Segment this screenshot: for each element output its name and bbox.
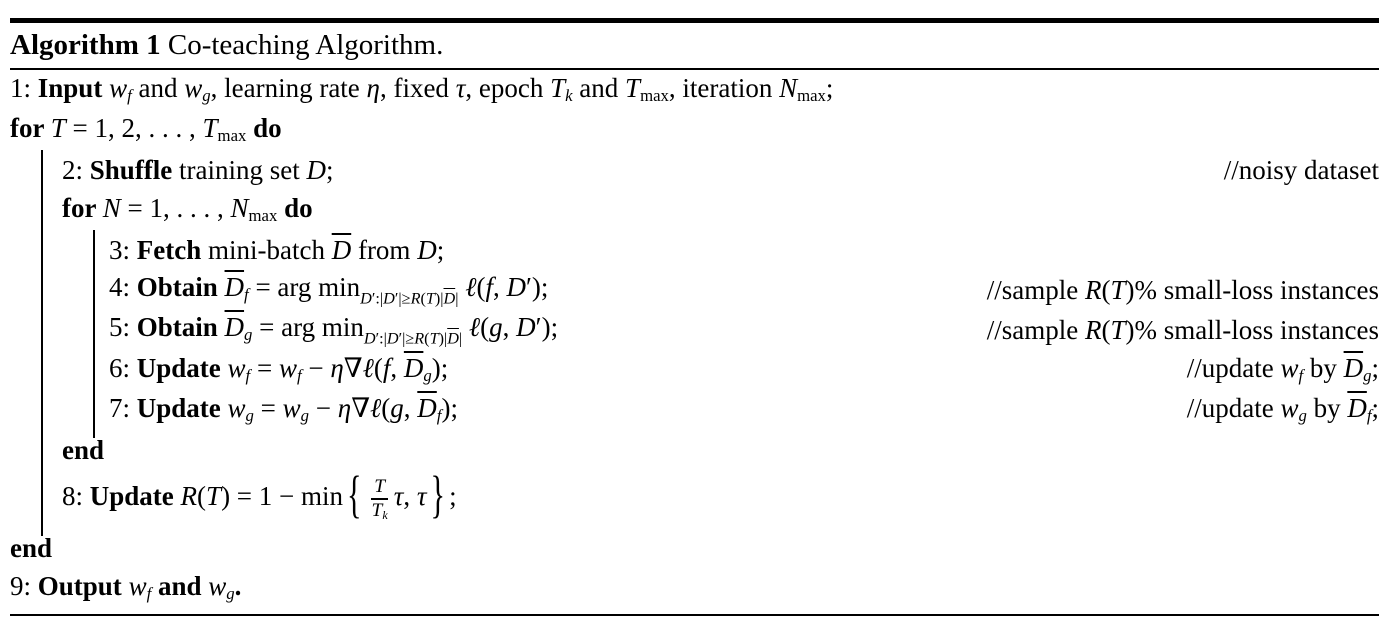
- line-content: 2: Shuffle training set D;: [62, 154, 334, 185]
- line-comment: //update wf by Dg;: [1186, 353, 1379, 386]
- outer-end: end: [10, 528, 1379, 568]
- output-line: 9: Output wf and wg.: [10, 568, 1379, 608]
- header-rule: [10, 68, 1379, 70]
- line-content: Algorithm 1 Co-teaching Algorithm.: [10, 29, 444, 61]
- inner-loop-indent-rule: [93, 230, 95, 438]
- algorithm-body: 1: Input wf and wg, learning rate η, fix…: [10, 70, 1379, 608]
- line-content: 7: Update wg = wg − η∇ℓ(g, Df);: [109, 393, 458, 426]
- inner-for-loop: for N = 1, . . . , Nmax do: [10, 190, 1379, 230]
- update-rt-line: 8: Update R(T) = 1 − min{T Tk τ, τ};: [10, 465, 1379, 528]
- fraction-denominator: Tk: [371, 499, 388, 522]
- outer-for-loop: for T = 1, 2, . . . , Tmax do: [10, 110, 1379, 150]
- shuffle-line: 2: Shuffle training set D; //noisy datase…: [10, 150, 1379, 190]
- obtain-f-line: 4: Obtain Df = arg minD′:|D′|≥R(T)|D| ℓ(…: [10, 270, 1379, 310]
- line-comment: //update wg by Df;: [1186, 393, 1379, 426]
- line-content: 4: Obtain Df = arg minD′:|D′|≥R(T)|D| ℓ(…: [109, 271, 549, 308]
- outer-loop-indent-rule: [41, 150, 43, 536]
- subscript-group: D′:|D′|≥R(T)|D|: [360, 289, 459, 308]
- line-content: 5: Obtain Dg = arg minD′:|D′|≥R(T)|D| ℓ(…: [109, 311, 559, 348]
- inner-end: end: [10, 430, 1379, 470]
- algorithm-caption: Algorithm 1 Co-teaching Algorithm.: [10, 23, 1379, 68]
- obtain-g-line: 5: Obtain Dg = arg minD′:|D′|≥R(T)|D| ℓ(…: [10, 310, 1379, 350]
- line-content: end: [62, 434, 105, 465]
- update-wf-line: 6: Update wf = wf − η∇ℓ(f, Dg); //update …: [10, 350, 1379, 390]
- fraction-numerator: T: [371, 476, 389, 500]
- line-content: end: [10, 532, 53, 563]
- line-content: 3: Fetch mini-batch D from D;: [109, 234, 445, 265]
- subscript-group: D′:|D′|≥R(T)|D|: [363, 329, 463, 348]
- line-content: 8: Update R(T) = 1 − min{T Tk τ, τ};: [62, 465, 457, 524]
- line-content: 9: Output wf and wg.: [10, 571, 242, 604]
- line-content: 6: Update wf = wf − η∇ℓ(f, Dg);: [109, 353, 449, 386]
- line-comment: //sample R(T)% small-loss instances: [986, 274, 1379, 305]
- line-comment: //noisy dataset: [1223, 154, 1379, 185]
- fetch-line: 3: Fetch mini-batch D from D;: [10, 230, 1379, 270]
- bottom-rule: [10, 614, 1379, 616]
- line-content: 1: Input wf and wg, learning rate η, fix…: [10, 73, 834, 106]
- line-content: for T = 1, 2, . . . , Tmax do: [10, 113, 282, 146]
- update-wg-line: 7: Update wg = wg − η∇ℓ(g, Df); //update …: [10, 390, 1379, 430]
- top-rule: [10, 18, 1379, 23]
- line-content: for N = 1, . . . , Nmax do: [62, 193, 313, 226]
- fraction: T Tk: [369, 476, 391, 522]
- input-line: 1: Input wf and wg, learning rate η, fix…: [10, 70, 1379, 110]
- line-comment: //sample R(T)% small-loss instances: [986, 314, 1379, 345]
